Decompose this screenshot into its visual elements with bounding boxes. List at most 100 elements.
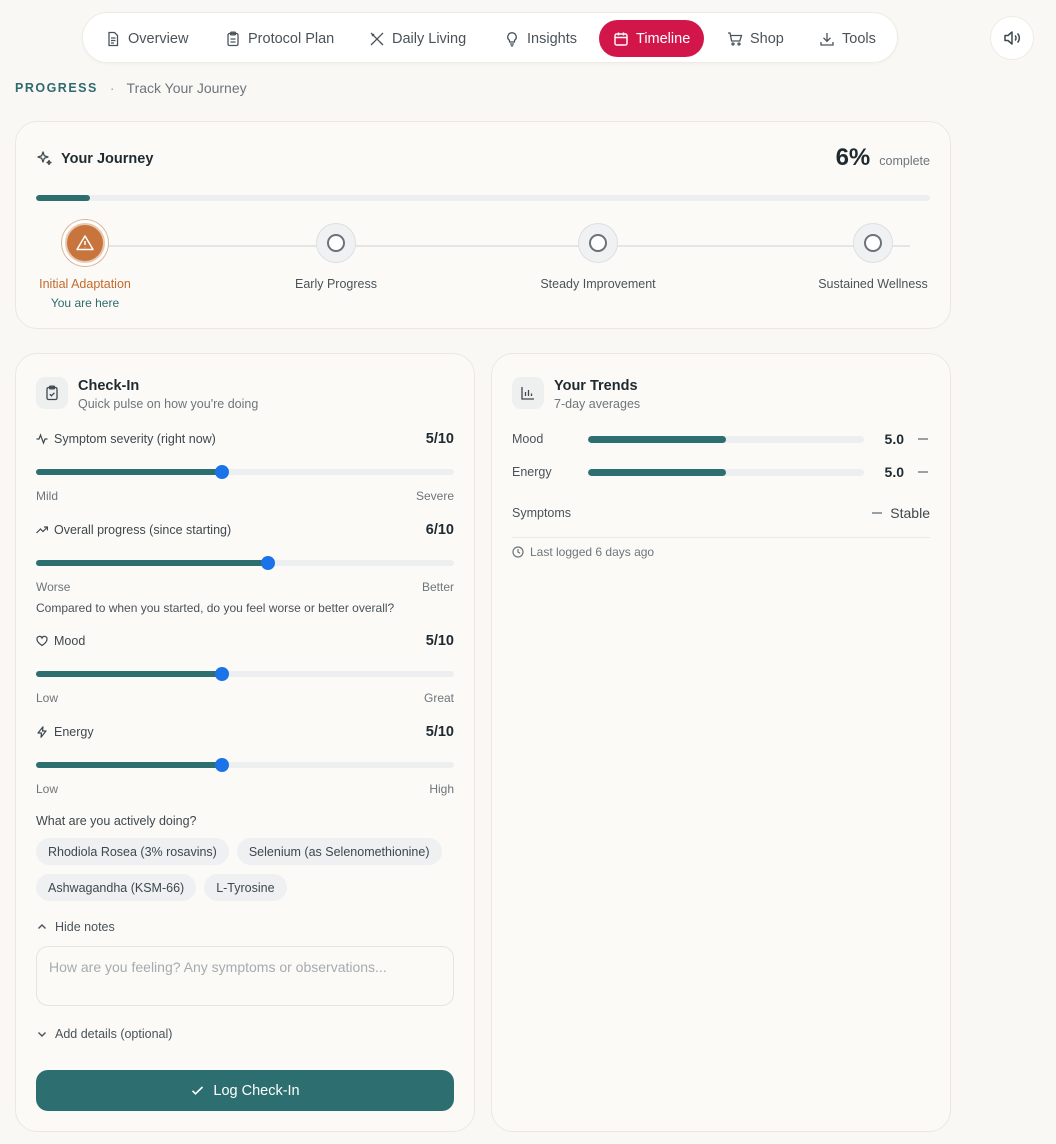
stage-sustained-wellness[interactable]: Sustained Wellness [808,223,938,291]
trend-bar-fill [588,468,726,476]
checkin-title: Check-In [78,378,140,394]
tab-label: Overview [128,30,189,47]
add-details-toggle[interactable]: Add details (optional) [36,1027,172,1041]
stage-name: Initial Adaptation [39,277,131,291]
tab-label: Daily Living [392,30,467,47]
warning-icon [76,235,94,251]
slider-min-label: Worse [36,580,71,594]
log-checkin-button[interactable]: Log Check-In [36,1070,454,1111]
trend-row-energy: Energy 5.0 [512,464,930,480]
stage-initial-adaptation[interactable]: Initial Adaptation You are here [30,220,140,310]
journey-title-text: Your Journey [61,150,154,167]
overall-progress-slider[interactable] [36,556,454,570]
trend-value: 5.0 [884,464,904,480]
tab-daily-living[interactable]: Daily Living [363,20,472,57]
last-logged-text: Last logged 6 days ago [530,545,655,559]
stage-early-progress[interactable]: Early Progress [281,223,391,291]
metric-label: Energy [36,725,94,739]
slider-thumb[interactable] [214,667,229,681]
checkin-icon-box [36,377,68,409]
trends-subtitle: 7-day averages [554,397,641,411]
tab-label: Shop [750,30,784,47]
doing-label: What are you actively doing? [36,814,197,828]
calendar-icon [614,32,628,46]
tab-timeline[interactable]: Timeline [599,20,705,57]
journey-stage-line [84,245,910,247]
metric-overall-progress: Overall progress (since starting) 6/10 W… [36,522,454,615]
tab-protocol-plan[interactable]: Protocol Plan [219,20,340,57]
trends-icon-box [512,377,544,409]
tab-tools[interactable]: Tools [813,20,882,57]
chevron-up-icon [38,924,46,929]
slider-fill [36,560,269,566]
clipboard-icon [227,31,239,46]
activity-chip[interactable]: L-Tyrosine [204,874,287,901]
slider-max-label: Great [423,691,454,705]
metric-label-text: Symptom severity (right now) [54,432,216,446]
hide-notes-toggle[interactable]: Hide notes [36,920,115,934]
stable-dash-icon [872,512,883,514]
stage-name: Early Progress [295,277,377,291]
trend-bar [588,468,864,476]
breadcrumb-separator: · [109,80,115,96]
hide-notes-label: Hide notes [55,920,115,934]
last-logged: Last logged 6 days ago [512,545,654,559]
trending-up-icon [36,526,48,534]
metric-label: Overall progress (since starting) [36,523,231,537]
tab-label: Protocol Plan [248,30,335,47]
bolt-icon [37,726,47,738]
stage-steady-improvement[interactable]: Steady Improvement [528,223,668,291]
trends-card: Your Trends 7-day averages Mood 5.0 Ener… [491,353,951,1132]
notes-textarea[interactable] [36,946,454,1006]
journey-percent: 6% complete [836,144,930,172]
symptoms-label: Symptoms [512,506,572,520]
check-icon [192,1086,204,1095]
journey-percent-value: 6% [835,144,871,171]
checkin-subtitle: Quick pulse on how you're doing [78,397,259,411]
symptom-severity-slider[interactable] [36,465,454,479]
utensils-icon [370,32,384,45]
trends-header: Your Trends 7-day averages [512,377,640,411]
chevron-down-icon [38,1032,46,1037]
energy-slider[interactable] [36,758,454,772]
lightbulb-icon [507,31,517,46]
metric-label: Mood [36,634,85,648]
heart-icon [36,635,48,647]
symptoms-status: Stable [890,505,930,521]
slider-thumb[interactable] [214,465,229,479]
metric-energy: Energy 5/10 Low High [36,724,454,796]
metric-label-text: Mood [54,634,86,648]
journey-card: Your Journey 6% complete Initial Adaptat… [15,121,951,329]
journey-progress-bar [36,195,930,201]
metric-helper-text: Compared to when you started, do you fee… [36,601,395,615]
mood-slider[interactable] [36,667,454,681]
slider-max-label: High [429,782,454,796]
trend-flat-icon [918,438,928,440]
activity-chip[interactable]: Selenium (as Selenomethionine) [236,838,442,865]
slider-thumb[interactable] [214,758,229,772]
tab-overview[interactable]: Overview [99,20,194,57]
tab-label: Insights [527,30,577,47]
trend-bar [588,435,864,443]
sparkles-icon [37,151,52,166]
clock-icon [512,546,524,558]
metric-symptom-severity: Symptom severity (right now) 5/10 Mild S… [36,431,454,503]
symptoms-trend: Symptoms Stable [512,505,930,538]
add-details-label: Add details (optional) [55,1027,173,1041]
tab-insights[interactable]: Insights [498,20,583,57]
breadcrumb-sub: Track Your Journey [126,80,247,96]
sound-toggle-button[interactable] [990,16,1034,60]
journey-title: Your Journey [36,150,153,167]
metric-label: Symptom severity (right now) [36,432,216,446]
activity-chip[interactable]: Ashwagandha (KSM-66) [36,874,197,901]
clipboard-check-icon [46,385,58,401]
trend-bar-fill [588,435,726,443]
stage-name: Sustained Wellness [818,277,928,291]
trend-value: 5.0 [884,431,904,447]
bar-chart-icon [521,387,534,400]
tab-shop[interactable]: Shop [721,20,790,57]
speaker-icon [1004,31,1020,45]
stage-marker [853,223,893,263]
slider-thumb[interactable] [261,556,276,570]
activity-chip[interactable]: Rhodiola Rosea (3% rosavins) [36,838,229,865]
